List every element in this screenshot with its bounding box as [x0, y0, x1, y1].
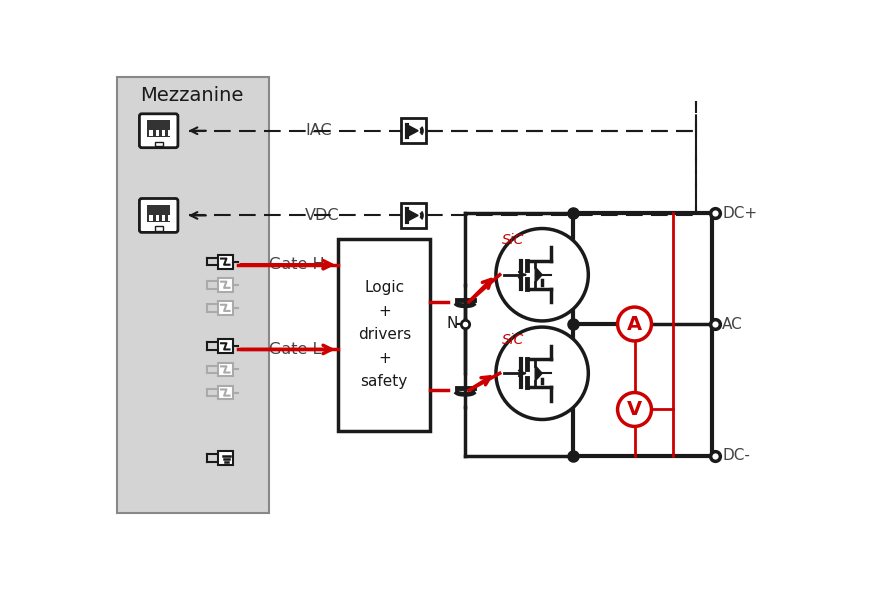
FancyBboxPatch shape — [139, 198, 177, 233]
Text: SiC: SiC — [501, 333, 523, 347]
Polygon shape — [534, 267, 541, 283]
Polygon shape — [406, 125, 418, 137]
Text: VDC: VDC — [305, 208, 339, 223]
Bar — [218, 254, 233, 269]
Bar — [147, 204, 170, 221]
Circle shape — [495, 327, 587, 419]
Circle shape — [617, 392, 651, 426]
Circle shape — [617, 307, 651, 341]
Bar — [218, 451, 233, 465]
Bar — [162, 130, 164, 136]
Text: IAC: IAC — [305, 123, 331, 138]
Text: DC+: DC+ — [721, 206, 757, 221]
Text: SiC: SiC — [501, 233, 523, 247]
Text: AC: AC — [721, 316, 742, 332]
Polygon shape — [534, 366, 541, 381]
Text: N: N — [446, 316, 457, 331]
Text: Logic
+
drivers
+
safety: Logic + drivers + safety — [357, 280, 410, 389]
Bar — [147, 120, 170, 137]
Bar — [218, 278, 233, 292]
Bar — [401, 118, 425, 143]
Bar — [149, 130, 152, 136]
Bar — [401, 203, 425, 228]
Bar — [338, 239, 430, 431]
Bar — [218, 362, 233, 376]
Polygon shape — [406, 209, 418, 221]
Bar — [155, 141, 163, 146]
Bar — [156, 214, 158, 221]
Text: Gate L: Gate L — [269, 342, 321, 357]
FancyBboxPatch shape — [139, 114, 177, 148]
Bar — [218, 339, 233, 353]
Circle shape — [495, 229, 587, 321]
Text: DC-: DC- — [721, 448, 749, 463]
Bar — [156, 130, 158, 136]
Bar — [117, 77, 269, 514]
Bar — [155, 226, 163, 231]
Text: Mezzanine: Mezzanine — [140, 86, 243, 105]
Bar — [162, 214, 164, 221]
Bar — [149, 214, 152, 221]
Bar — [168, 130, 171, 136]
Bar — [168, 214, 171, 221]
Bar — [218, 386, 233, 399]
Text: V: V — [627, 400, 641, 419]
Text: A: A — [627, 315, 641, 333]
Text: Gate H: Gate H — [269, 257, 324, 272]
Bar — [218, 301, 233, 315]
